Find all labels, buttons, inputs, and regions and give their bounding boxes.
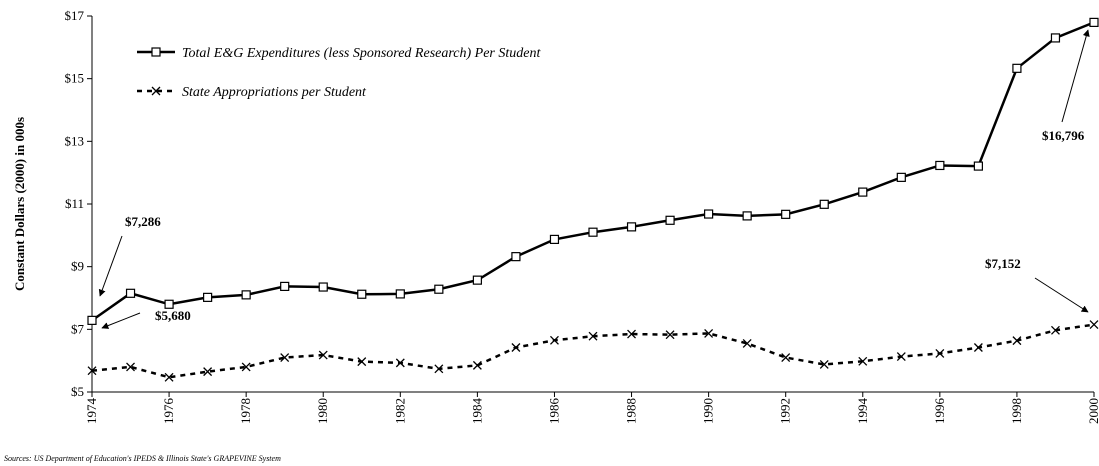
data-point	[935, 349, 945, 358]
data-point	[858, 187, 868, 197]
data-point	[87, 366, 97, 376]
data-point	[203, 367, 213, 377]
data-point	[472, 275, 482, 285]
series-line	[91, 21, 1095, 322]
data-point	[125, 288, 136, 298]
data-point	[1089, 17, 1099, 27]
data-point	[665, 215, 675, 225]
x-tick-label: 1988	[624, 398, 639, 424]
arrow	[101, 312, 141, 329]
data-point	[665, 330, 675, 340]
data-point	[357, 357, 367, 367]
data-point	[973, 343, 983, 352]
annotation: $16,796	[1042, 128, 1085, 143]
data-point	[1012, 63, 1022, 73]
data-point	[395, 289, 405, 299]
legend-marker	[151, 47, 161, 57]
data-point	[781, 353, 791, 362]
data-point	[935, 160, 945, 171]
annotation: $7,286	[125, 214, 161, 229]
data-point	[241, 290, 251, 300]
y-tick-label: $7	[71, 321, 85, 336]
data-point	[318, 350, 328, 360]
x-tick-label: 1980	[315, 398, 330, 424]
y-tick-label: $15	[65, 71, 85, 86]
data-point	[511, 343, 521, 352]
x-tick-label: 1986	[546, 398, 561, 425]
y-axis-label: Constant Dollars (2000) in 000s	[12, 117, 27, 291]
annotation: $7,152	[985, 256, 1021, 271]
data-point	[511, 252, 521, 262]
x-tick-label: 1978	[238, 398, 253, 424]
arrow	[1061, 29, 1090, 123]
legend-marker	[151, 86, 161, 96]
data-point	[588, 331, 598, 341]
data-point	[434, 284, 444, 294]
data-point	[241, 362, 251, 372]
y-tick-label: $17	[65, 8, 85, 23]
data-point	[164, 299, 174, 309]
legend-label: State Appropriations per Student	[182, 85, 367, 100]
data-point	[395, 358, 405, 368]
x-tick-label: 1998	[1009, 398, 1024, 424]
data-point	[588, 227, 598, 237]
data-point	[164, 372, 174, 382]
source-note: Sources: US Department of Education's IP…	[4, 454, 281, 463]
y-tick-label: $5	[71, 384, 84, 399]
data-point	[627, 329, 636, 339]
legend-label: Total E&G Expenditures (less Sponsored R…	[182, 46, 541, 61]
data-point	[126, 362, 135, 372]
y-tick-label: $9	[71, 259, 84, 274]
data-point	[280, 353, 290, 362]
arrow	[1034, 277, 1089, 313]
data-point	[704, 328, 714, 338]
x-tick-label: 1996	[932, 398, 947, 425]
series-line	[91, 323, 1095, 379]
x-tick-label: 1974	[84, 398, 99, 425]
data-point	[87, 315, 97, 325]
data-point	[1089, 320, 1099, 330]
data-point	[858, 356, 868, 366]
data-point	[704, 209, 714, 219]
data-point	[626, 222, 637, 232]
x-tick-label: 1976	[161, 398, 176, 425]
data-point	[819, 199, 829, 209]
data-point	[896, 352, 906, 362]
data-point	[1012, 336, 1022, 346]
data-point	[973, 161, 983, 171]
data-point	[318, 282, 328, 292]
data-point	[781, 209, 791, 219]
y-tick-label: $13	[65, 133, 85, 148]
data-point	[550, 335, 559, 345]
data-point	[1050, 33, 1061, 43]
data-point	[896, 172, 906, 182]
annotation: $5,680	[155, 308, 191, 323]
x-tick-label: 1984	[469, 398, 484, 425]
x-tick-label: 1990	[701, 398, 716, 424]
data-point	[357, 289, 367, 299]
data-point	[1051, 325, 1060, 335]
x-tick-label: 1982	[392, 398, 407, 424]
data-point	[280, 281, 290, 292]
x-tick-label: 1994	[855, 398, 870, 425]
arrow	[98, 235, 123, 297]
x-tick-label: 2000	[1086, 398, 1099, 424]
data-point	[742, 338, 752, 348]
data-point	[742, 211, 752, 221]
data-point	[434, 364, 444, 374]
x-tick-label: 1992	[778, 398, 793, 424]
data-point	[203, 292, 213, 302]
data-point	[472, 360, 482, 370]
data-point	[549, 234, 560, 245]
y-tick-label: $11	[65, 196, 84, 211]
data-point	[819, 359, 829, 369]
